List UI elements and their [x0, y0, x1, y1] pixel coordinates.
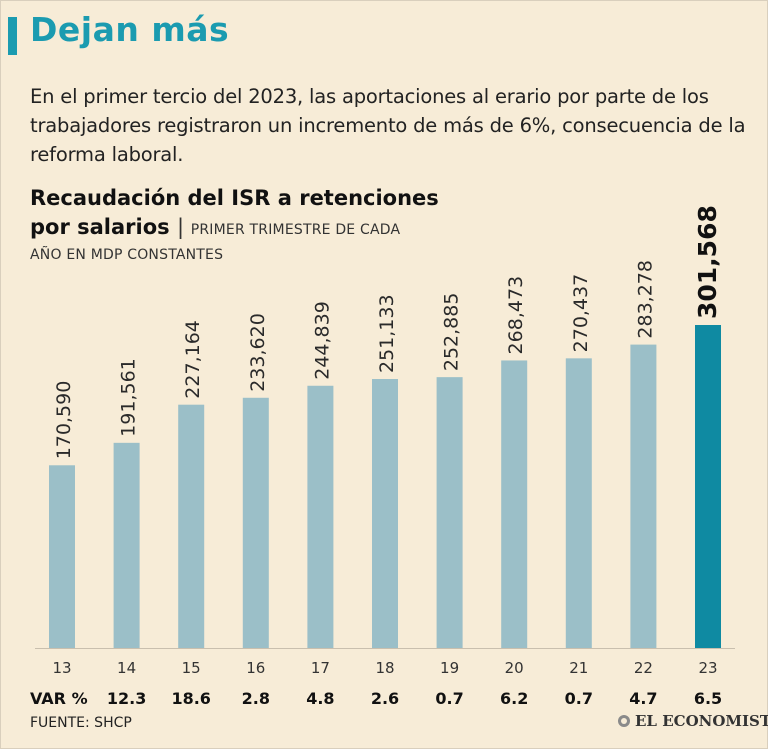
bar-14: [113, 442, 140, 648]
chart-title-block: Recaudación del ISR a retenciones por sa…: [30, 184, 460, 245]
x-tick-label-14: 14: [117, 659, 136, 677]
logo-text: EL ECONOMISTA: [635, 712, 768, 730]
x-tick-label-17: 17: [311, 659, 330, 677]
x-tick-label-18: 18: [375, 659, 394, 677]
chart-subtitle-part2: AÑO EN MDP CONSTANTES: [30, 247, 224, 263]
var-row-label: VAR %: [30, 689, 88, 708]
var-value-18: 2.6: [371, 689, 399, 708]
var-value-22: 4.7: [629, 689, 657, 708]
value-label-20: 268,473: [505, 276, 527, 355]
x-tick-label-13: 13: [52, 659, 71, 677]
var-value-17: 4.8: [306, 689, 334, 708]
x-tick-label-16: 16: [246, 659, 265, 677]
value-label-23: 301,568: [693, 205, 722, 319]
title-separator: |: [176, 215, 191, 239]
title-accent-bar: [8, 17, 17, 55]
var-value-21: 0.7: [565, 689, 593, 708]
var-value-14: 12.3: [107, 689, 146, 708]
chart-subtitle-part1: PRIMER TRIMESTRE DE CADA: [190, 222, 401, 238]
bar-21: [565, 358, 592, 648]
value-label-14: 191,561: [118, 358, 140, 437]
logo-icon: [618, 715, 630, 727]
value-label-15: 227,164: [182, 320, 204, 399]
bar-22: [630, 344, 657, 648]
value-label-22: 283,278: [634, 260, 656, 339]
x-tick-label-15: 15: [182, 659, 201, 677]
var-value-16: 2.8: [242, 689, 270, 708]
x-tick-label-20: 20: [505, 659, 524, 677]
bar-23: [695, 325, 721, 648]
bar-16: [242, 397, 269, 648]
bar-15: [178, 404, 205, 648]
var-value-20: 6.2: [500, 689, 528, 708]
bar-20: [501, 360, 528, 648]
value-label-21: 270,437: [570, 274, 592, 353]
publisher-logo: EL ECONOMISTA: [618, 712, 768, 730]
chart-title: Recaudación del ISR a retenciones por sa…: [30, 186, 439, 239]
x-tick-label-21: 21: [569, 659, 588, 677]
value-label-19: 252,885: [441, 293, 463, 372]
var-value-19: 0.7: [435, 689, 463, 708]
bar-19: [436, 377, 463, 648]
x-tick-label-23: 23: [698, 659, 717, 677]
x-tick-label-19: 19: [440, 659, 459, 677]
intro-text: En el primer tercio del 2023, las aporta…: [30, 85, 746, 166]
var-value-23: 6.5: [694, 689, 722, 708]
value-label-13: 170,590: [53, 381, 75, 460]
bar-18: [372, 379, 398, 648]
bar-13: [49, 465, 75, 648]
value-label-17: 244,839: [311, 301, 333, 380]
value-label-16: 233,620: [247, 313, 269, 392]
value-label-18: 251,133: [376, 294, 398, 373]
graphic-title: Dejan más: [30, 10, 230, 49]
var-value-15: 18.6: [171, 689, 210, 708]
x-tick-label-22: 22: [634, 659, 653, 677]
source-note: FUENTE: SHCP: [30, 715, 132, 731]
bar-17: [307, 385, 334, 648]
